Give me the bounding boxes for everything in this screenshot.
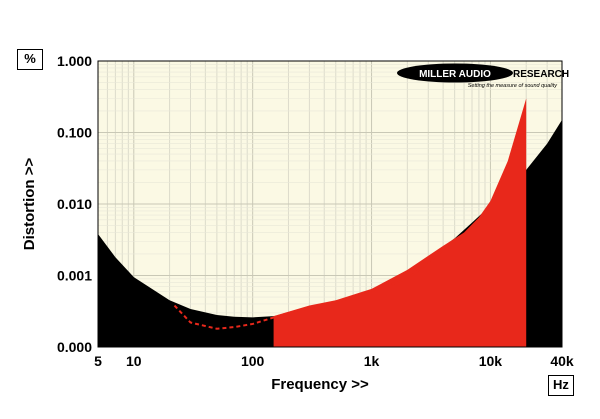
x-tick-label: 1k xyxy=(364,353,380,369)
x-tick-label: 10k xyxy=(479,353,503,369)
plot-frame xyxy=(97,60,563,348)
x-tick-label: 100 xyxy=(241,353,265,369)
x-tick-labels: 5 10 100 1k 10k 40k xyxy=(94,353,574,369)
logo-tagline: Setting the measure of sound quality xyxy=(468,83,559,89)
x-tick-label: 40k xyxy=(550,353,574,369)
x-unit-label: Hz xyxy=(548,375,574,396)
y-tick-labels: 0.000 0.001 0.010 0.100 1.000 xyxy=(57,53,92,355)
y-axis-title: Distortion >> xyxy=(21,158,38,251)
miller-audio-research-logo: MILLER AUDIO RESEARCH Setting the measure … xyxy=(397,63,569,89)
x-tick-label: 5 xyxy=(94,353,102,369)
y-tick-label: 0.001 xyxy=(57,268,92,284)
logo-ellipse xyxy=(397,63,513,83)
y-tick-label: 1.000 xyxy=(57,53,92,69)
x-axis-title: Frequency >> xyxy=(271,376,369,393)
logo-brand-text: MILLER AUDIO xyxy=(419,69,491,80)
logo-brand-text-suffix: RESEARCH xyxy=(513,69,569,80)
y-tick-label: 0.000 xyxy=(57,339,92,355)
y-tick-label: 0.010 xyxy=(57,196,92,212)
x-tick-label: 10 xyxy=(126,353,142,369)
y-tick-label: 0.100 xyxy=(57,125,92,141)
y-unit-label: % xyxy=(17,49,43,70)
red-area-series xyxy=(273,98,527,347)
